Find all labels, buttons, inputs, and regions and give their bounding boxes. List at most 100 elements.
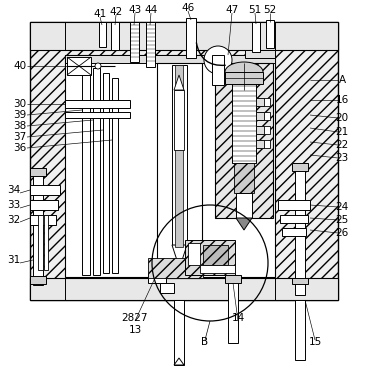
Text: 25: 25 [335, 215, 349, 225]
Text: 43: 43 [128, 5, 142, 15]
Bar [295, 300, 305, 360]
Text: 41: 41 [93, 9, 107, 19]
Bar [256, 140, 264, 148]
Bar [38, 215, 43, 270]
Bar [30, 276, 46, 284]
Bar [30, 215, 56, 225]
Text: A: A [339, 75, 346, 85]
Bar [295, 165, 305, 295]
Bar [30, 22, 338, 50]
Bar [252, 22, 260, 52]
Text: 23: 23 [335, 153, 349, 163]
Bar [174, 300, 184, 365]
Text: 38: 38 [14, 121, 27, 131]
Bar [65, 112, 130, 118]
Bar [82, 63, 90, 275]
Polygon shape [174, 358, 184, 365]
Bar [103, 73, 109, 273]
Text: 22: 22 [335, 140, 349, 150]
Text: 2827: 2827 [122, 313, 148, 323]
Bar [234, 163, 254, 193]
Bar [186, 18, 196, 58]
Text: 16: 16 [335, 95, 349, 105]
Bar [44, 215, 48, 270]
Bar [212, 55, 224, 85]
Circle shape [204, 46, 232, 74]
Bar [99, 22, 106, 47]
Bar [256, 112, 270, 120]
Bar [245, 50, 275, 58]
Bar [232, 83, 256, 163]
Bar [30, 185, 60, 195]
Text: 34: 34 [7, 185, 20, 195]
Text: 14: 14 [231, 313, 244, 323]
Circle shape [95, 63, 101, 69]
Text: 37: 37 [14, 132, 27, 142]
Text: 32: 32 [7, 215, 20, 225]
Bar [256, 112, 264, 120]
Bar [65, 55, 275, 63]
Bar [172, 65, 187, 245]
Bar [280, 215, 308, 223]
Text: 52: 52 [264, 5, 277, 15]
Text: 51: 51 [249, 5, 262, 15]
Bar [200, 265, 235, 273]
Ellipse shape [225, 62, 263, 82]
Bar [292, 163, 308, 171]
Bar [65, 55, 275, 277]
Bar [236, 193, 252, 218]
Bar [256, 126, 264, 134]
Text: 36: 36 [14, 143, 27, 153]
Bar [225, 275, 241, 283]
Bar [282, 228, 306, 236]
Text: 39: 39 [14, 110, 27, 120]
Text: 44: 44 [144, 5, 158, 15]
Bar [157, 63, 202, 278]
Text: 47: 47 [225, 5, 239, 15]
Bar [67, 57, 91, 75]
Polygon shape [174, 75, 184, 90]
Bar [292, 278, 308, 284]
Bar [174, 90, 184, 150]
Polygon shape [172, 245, 187, 268]
Text: 30: 30 [14, 99, 27, 109]
Text: 24: 24 [335, 202, 349, 212]
Bar [203, 245, 228, 265]
Text: 26: 26 [335, 228, 349, 238]
Text: 33: 33 [7, 200, 20, 210]
Bar [256, 98, 270, 106]
Bar [266, 20, 274, 48]
Bar [215, 63, 273, 218]
Bar [256, 98, 264, 106]
Bar [112, 78, 118, 273]
Text: 21: 21 [335, 127, 349, 137]
Text: 42: 42 [109, 7, 123, 17]
Bar [228, 278, 238, 343]
Bar [225, 72, 263, 84]
Bar [160, 283, 174, 293]
Bar [256, 126, 270, 134]
Bar [146, 22, 155, 67]
Text: 31: 31 [7, 255, 20, 265]
Text: 46: 46 [182, 3, 195, 13]
Bar [30, 200, 58, 210]
Bar [30, 22, 338, 300]
Bar [256, 140, 270, 148]
Bar [185, 240, 235, 275]
Bar [65, 100, 130, 108]
Text: 15: 15 [309, 337, 322, 347]
Text: B: B [201, 337, 209, 347]
Bar [278, 200, 310, 210]
Bar [175, 65, 183, 247]
Bar [33, 170, 43, 285]
Bar [148, 258, 203, 278]
Bar [111, 22, 119, 50]
Text: 40: 40 [14, 61, 27, 71]
Bar [148, 273, 166, 283]
Polygon shape [236, 218, 252, 230]
Text: 20: 20 [335, 113, 348, 123]
Text: 13: 13 [128, 325, 142, 335]
Bar [30, 278, 338, 300]
Bar [188, 243, 200, 265]
Bar [130, 22, 139, 62]
